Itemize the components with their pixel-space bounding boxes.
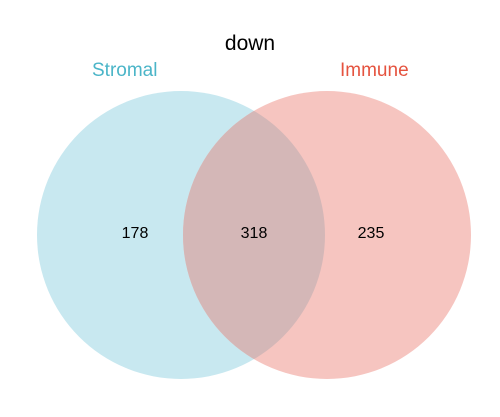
intersection-count: 318	[240, 225, 268, 242]
immune-only-count: 235	[357, 225, 385, 242]
stromal-label: Stromal	[92, 60, 158, 81]
stromal-only-count: 178	[121, 225, 149, 242]
intersection-region	[183, 91, 325, 379]
immune-label: Immune	[340, 60, 409, 81]
diagram-title: down	[224, 32, 276, 55]
